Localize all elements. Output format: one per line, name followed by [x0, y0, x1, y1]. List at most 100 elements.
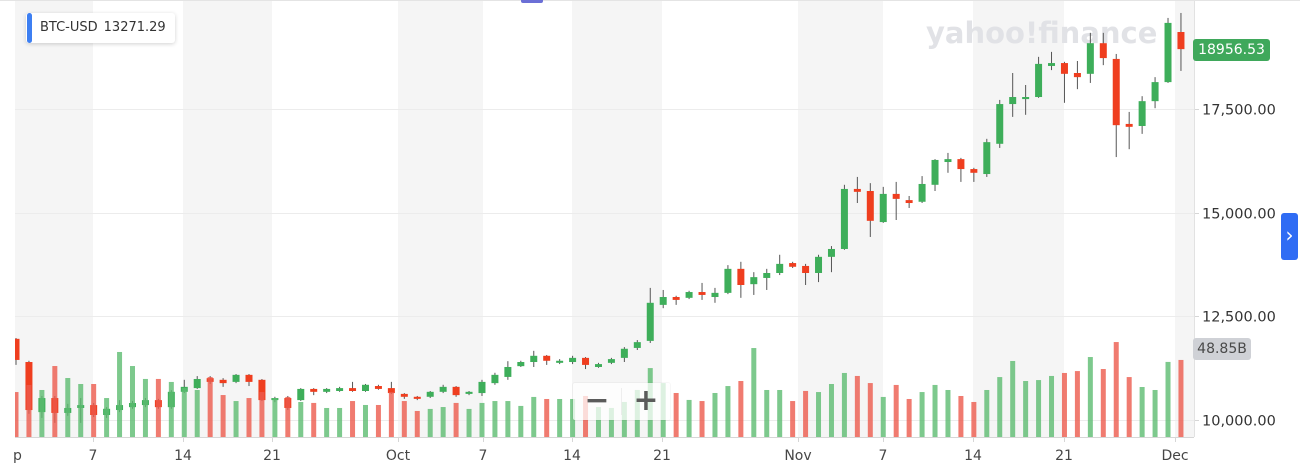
- candle: [659, 289, 667, 309]
- candle: [1048, 51, 1056, 71]
- candle: [802, 263, 810, 285]
- volume-bar: [984, 389, 990, 437]
- candle-body: [413, 396, 421, 399]
- candle-body: [530, 355, 538, 363]
- x-axis-label: 21: [653, 448, 671, 464]
- volume-bar: [375, 404, 381, 437]
- candle-body: [659, 297, 667, 305]
- candle: [1112, 53, 1120, 158]
- candle: [620, 347, 628, 363]
- candle-body: [1099, 43, 1107, 59]
- volume-bar: [686, 399, 692, 437]
- volume-bar: [867, 383, 873, 437]
- expand-panel-button[interactable]: ›: [1281, 213, 1298, 260]
- volume-bar: [388, 392, 394, 437]
- tooltip-symbol: BTC-USD: [40, 20, 98, 35]
- volume-bar: [803, 390, 809, 437]
- candle-body: [776, 263, 784, 273]
- x-axis-labels: p 7 14 21 Oct 7 14 21 Nov 7 14 21 Dec: [13, 437, 1189, 464]
- candle: [905, 195, 913, 208]
- shaded-band: [183, 0, 272, 437]
- candle: [646, 287, 654, 343]
- candle: [556, 359, 564, 365]
- zoom-out-button[interactable]: −: [584, 383, 610, 418]
- candle-body: [918, 183, 926, 202]
- candle-body: [297, 388, 305, 401]
- candle: [1035, 56, 1043, 98]
- candle-body: [750, 277, 758, 285]
- candle: [763, 268, 771, 290]
- candle-body: [620, 348, 628, 358]
- volume-bar: [893, 384, 899, 437]
- volume-bar: [699, 401, 705, 437]
- volume-bar: [919, 392, 925, 437]
- candle-body: [789, 263, 797, 267]
- zoom-in-button[interactable]: +: [633, 383, 659, 418]
- volume-bar: [15, 392, 19, 437]
- volume-bar: [1036, 380, 1042, 437]
- top-border: [0, 0, 1300, 1]
- volume-bar: [168, 381, 174, 437]
- candle-body: [323, 388, 331, 392]
- candle: [607, 357, 615, 365]
- candle: [633, 340, 641, 351]
- candle-body: [258, 379, 266, 401]
- volume-bar: [828, 384, 834, 437]
- volume-bar: [712, 392, 718, 437]
- candle: [323, 388, 331, 394]
- candle-body: [931, 159, 939, 185]
- candle-body: [387, 388, 395, 394]
- volume-bar: [1074, 371, 1080, 437]
- candle-body: [853, 188, 861, 192]
- candle: [465, 390, 473, 396]
- candle: [530, 350, 538, 367]
- x-axis-label: 21: [263, 448, 281, 464]
- yahoo-finance-logo-watermark: yahoo!finance: [926, 16, 1157, 50]
- volume-bar: [570, 398, 576, 437]
- candle-body: [245, 374, 253, 382]
- candle-body: [1060, 63, 1068, 74]
- candle: [698, 282, 706, 300]
- volume-bar: [518, 405, 524, 437]
- candle-body: [219, 379, 227, 384]
- candle-body: [1112, 58, 1120, 126]
- tooltip-text: BTC-USD 13271.29: [40, 13, 166, 43]
- volume-bar: [595, 407, 601, 437]
- candle: [1164, 17, 1172, 83]
- volume-bar: [997, 377, 1003, 437]
- candle: [892, 181, 900, 220]
- volume-bar: [311, 402, 317, 437]
- volume-bar: [26, 384, 32, 437]
- volume-bar: [220, 395, 226, 437]
- volume-bar: [608, 407, 614, 437]
- volume-bar: [816, 392, 822, 437]
- candle: [193, 376, 201, 389]
- volume-bar: [492, 401, 498, 437]
- candle: [750, 272, 758, 295]
- candle-body: [1164, 22, 1172, 83]
- candle: [349, 381, 357, 392]
- candle-body: [724, 268, 732, 293]
- candle-body: [983, 142, 991, 175]
- volume-bar: [790, 401, 796, 437]
- volume-bar: [117, 351, 123, 437]
- candle: [827, 246, 835, 273]
- zoom-controls: − +: [573, 383, 670, 420]
- candle: [569, 355, 577, 365]
- candle-body: [1138, 101, 1146, 126]
- candle-body: [879, 193, 887, 223]
- volume-bar: [440, 407, 446, 437]
- candle-body: [905, 200, 913, 204]
- candle-body: [1022, 97, 1030, 100]
- candle-body: [1125, 123, 1133, 127]
- candle-body: [569, 357, 577, 363]
- candle-body: [504, 366, 512, 377]
- x-axis-label: 14: [964, 448, 982, 464]
- candle-body: [763, 272, 771, 278]
- candle-body: [452, 386, 460, 396]
- candle: [400, 393, 408, 399]
- volume-bar: [544, 398, 550, 437]
- candle: [737, 261, 745, 298]
- volume-bar: [1126, 377, 1132, 437]
- x-axis-label: 7: [879, 448, 888, 464]
